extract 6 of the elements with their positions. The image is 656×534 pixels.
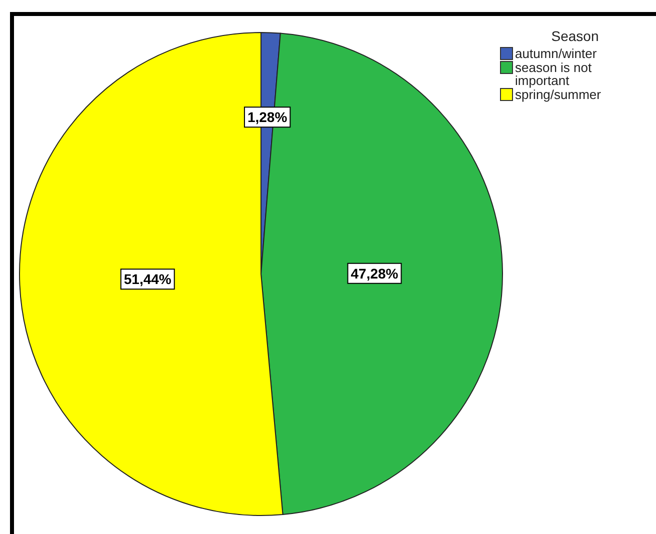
data-label: 51,44% (124, 270, 172, 287)
legend-title: Season (550, 28, 600, 44)
legend-label: autumn/winter (515, 46, 598, 61)
data-label: 1,28% (247, 109, 288, 126)
data-label: 47,28% (350, 265, 399, 282)
legend-label: spring/summer (515, 87, 602, 102)
